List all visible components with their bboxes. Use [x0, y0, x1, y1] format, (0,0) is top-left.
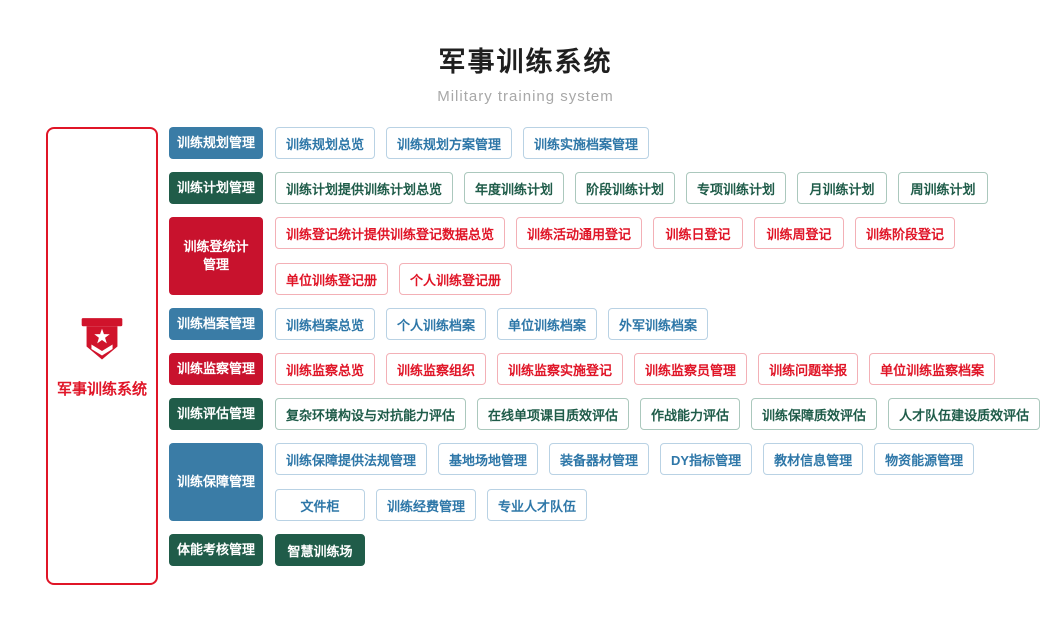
- item-button[interactable]: 装备器材管理: [549, 443, 650, 475]
- items-line: 单位训练登记册 个人训练登记册: [275, 263, 955, 295]
- items-line: 训练登记统计提供训练登记数据总览 训练活动通用登记 训练日登记 训练周登记 训练阶段登记: [275, 217, 956, 249]
- item-button[interactable]: 训练规划方案管理: [386, 127, 513, 159]
- item-button[interactable]: 物资能源管理: [874, 443, 975, 475]
- item-button[interactable]: 训练活动通用登记: [516, 217, 643, 249]
- item-button[interactable]: 人才队伍建设质效评估: [888, 398, 1041, 430]
- category-button-supervision[interactable]: 训练监察管理: [169, 353, 263, 385]
- item-button[interactable]: 专业人才队伍: [487, 489, 588, 521]
- items-line: 训练规划总览 训练规划方案管理 训练实施档案管理: [275, 127, 650, 159]
- category-button-registration-stats[interactable]: 训练登统计 管理: [169, 217, 263, 295]
- item-button[interactable]: 训练监察员管理: [634, 353, 748, 385]
- row-archives: 训练档案管理 训练档案总览 个人训练档案 单位训练档案 外军训练档案: [169, 308, 1040, 340]
- row-items: 训练保障提供法规管理 基地场地管理 装备器材管理 DY指标管理 教材信息管理 物资能源管理…: [275, 443, 975, 521]
- items-line: 训练档案总览 个人训练档案 单位训练档案 外军训练档案: [275, 308, 709, 340]
- item-button[interactable]: 作战能力评估: [640, 398, 741, 430]
- row-items: 训练监察总览 训练监察组织 训练监察实施登记 训练监察员管理 训练问题举报 单位训练监察档…: [275, 353, 996, 385]
- page-header: 军事训练系统 Military training system: [0, 0, 1051, 105]
- row-plan: 训练计划管理 训练计划提供训练计划总览 年度训练计划 阶段训练计划 专项训练计划 月训练计…: [169, 172, 1040, 204]
- items-line: 智慧训练场: [275, 534, 365, 566]
- item-button[interactable]: 月训练计划: [797, 172, 888, 204]
- row-items: 复杂环境构设与对抗能力评估 在线单项课目质效评估 作战能力评估 训练保障质效评估 人才队…: [275, 398, 1041, 430]
- items-line: 训练监察总览 训练监察组织 训练监察实施登记 训练监察员管理 训练问题举报 单位训练监察档…: [275, 353, 996, 385]
- item-button[interactable]: 训练规划总览: [275, 127, 376, 159]
- item-button[interactable]: 单位训练档案: [497, 308, 598, 340]
- item-button[interactable]: 训练问题举报: [758, 353, 859, 385]
- system-root-label: 军事训练系统: [56, 380, 147, 398]
- category-button-planning[interactable]: 训练规划管理: [169, 127, 263, 159]
- items-line: 文件柜 训练经费管理 专业人才队伍: [275, 489, 974, 521]
- item-button[interactable]: 专项训练计划: [686, 172, 787, 204]
- item-button[interactable]: 训练保障提供法规管理: [275, 443, 428, 475]
- row-items: 智慧训练场: [275, 534, 365, 566]
- row-physical-assessment: 体能考核管理 智慧训练场: [169, 534, 1040, 566]
- item-button[interactable]: 文件柜: [275, 489, 365, 521]
- row-support: 训练保障管理 训练保障提供法规管理 基地场地管理 装备器材管理 DY指标管理 教材信息管理…: [169, 443, 1040, 521]
- page-subtitle: Military training system: [437, 88, 614, 105]
- item-button[interactable]: 训练监察实施登记: [497, 353, 624, 385]
- military-emblem-icon: [81, 317, 123, 359]
- item-button[interactable]: 单位训练登记册: [275, 263, 389, 295]
- system-root-card[interactable]: 军事训练系统: [46, 127, 158, 585]
- item-button[interactable]: 训练经费管理: [376, 489, 477, 521]
- item-button[interactable]: 训练日登记: [653, 217, 744, 249]
- row-items: 训练计划提供训练计划总览 年度训练计划 阶段训练计划 专项训练计划 月训练计划 周训练计划: [275, 172, 989, 204]
- item-button[interactable]: 训练档案总览: [275, 308, 376, 340]
- system-diagram: 军事训练系统 训练规划管理 训练规划总览 训练规划方案管理 训练实施档案管理 训练计划管…: [46, 127, 1041, 585]
- item-button[interactable]: 智慧训练场: [275, 534, 365, 566]
- category-button-plan[interactable]: 训练计划管理: [169, 172, 263, 204]
- row-items: 训练规划总览 训练规划方案管理 训练实施档案管理: [275, 127, 650, 159]
- item-button[interactable]: 个人训练档案: [386, 308, 487, 340]
- page-title: 军事训练系统: [438, 47, 613, 77]
- item-button[interactable]: 年度训练计划: [464, 172, 565, 204]
- row-items: 训练登记统计提供训练登记数据总览 训练活动通用登记 训练日登记 训练周登记 训练阶段登记…: [275, 217, 956, 295]
- row-registration-stats: 训练登统计 管理 训练登记统计提供训练登记数据总览 训练活动通用登记 训练日登记 训练周…: [169, 217, 1040, 295]
- category-button-archives[interactable]: 训练档案管理: [169, 308, 263, 340]
- category-button-physical-assessment[interactable]: 体能考核管理: [169, 534, 263, 566]
- items-line: 训练计划提供训练计划总览 年度训练计划 阶段训练计划 专项训练计划 月训练计划 周训练计划: [275, 172, 989, 204]
- item-button[interactable]: 阶段训练计划: [575, 172, 676, 204]
- item-button[interactable]: 基地场地管理: [438, 443, 539, 475]
- items-line: 训练保障提供法规管理 基地场地管理 装备器材管理 DY指标管理 教材信息管理 物资能源管理: [275, 443, 975, 475]
- item-button[interactable]: 训练监察组织: [386, 353, 487, 385]
- item-button[interactable]: 训练阶段登记: [855, 217, 956, 249]
- item-button[interactable]: 训练保障质效评估: [751, 398, 878, 430]
- item-button[interactable]: 在线单项课目质效评估: [477, 398, 630, 430]
- item-button[interactable]: 训练周登记: [754, 217, 845, 249]
- item-button[interactable]: 教材信息管理: [763, 443, 864, 475]
- item-button[interactable]: 周训练计划: [898, 172, 989, 204]
- module-rows: 训练规划管理 训练规划总览 训练规划方案管理 训练实施档案管理 训练计划管理 训练计划提供…: [169, 127, 1041, 566]
- row-items: 训练档案总览 个人训练档案 单位训练档案 外军训练档案: [275, 308, 709, 340]
- row-supervision: 训练监察管理 训练监察总览 训练监察组织 训练监察实施登记 训练监察员管理 训练问题举报单…: [169, 353, 1040, 385]
- item-button[interactable]: 外军训练档案: [608, 308, 709, 340]
- items-line: 复杂环境构设与对抗能力评估 在线单项课目质效评估 作战能力评估 训练保障质效评估 人才队…: [275, 398, 1041, 430]
- category-button-evaluation[interactable]: 训练评估管理: [169, 398, 263, 430]
- item-button[interactable]: 训练登记统计提供训练登记数据总览: [275, 217, 506, 249]
- category-button-support[interactable]: 训练保障管理: [169, 443, 263, 521]
- item-button[interactable]: 复杂环境构设与对抗能力评估: [275, 398, 467, 430]
- item-button[interactable]: 单位训练监察档案: [869, 353, 996, 385]
- item-button[interactable]: 训练计划提供训练计划总览: [275, 172, 454, 204]
- row-evaluation: 训练评估管理 复杂环境构设与对抗能力评估 在线单项课目质效评估 作战能力评估 训练保障质…: [169, 398, 1041, 430]
- item-button[interactable]: 训练实施档案管理: [523, 127, 650, 159]
- row-planning: 训练规划管理 训练规划总览 训练规划方案管理 训练实施档案管理: [169, 127, 1040, 159]
- item-button[interactable]: 个人训练登记册: [399, 263, 513, 295]
- item-button[interactable]: DY指标管理: [660, 443, 753, 475]
- item-button[interactable]: 训练监察总览: [275, 353, 376, 385]
